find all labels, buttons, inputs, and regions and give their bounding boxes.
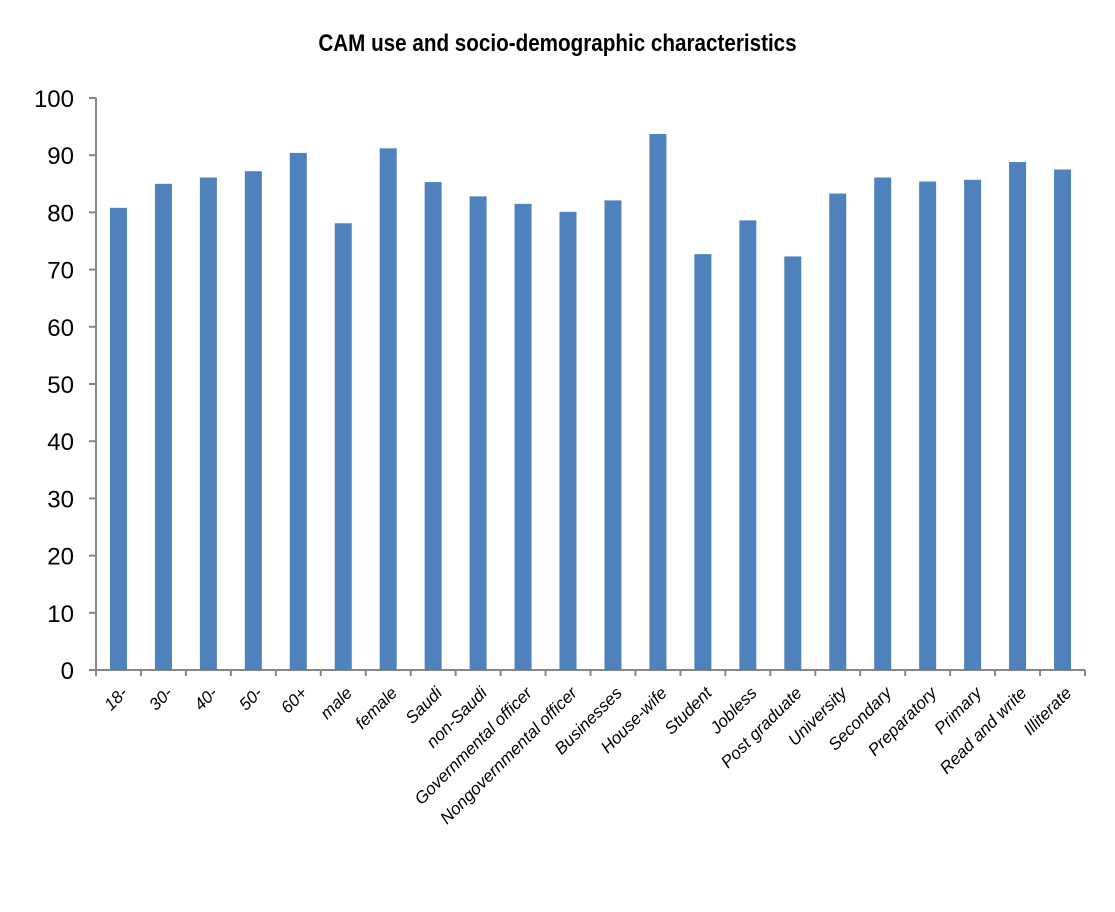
y-tick-label: 90 (47, 143, 74, 170)
y-tick-label: 30 (47, 486, 74, 513)
x-category-label: 18- (100, 683, 131, 714)
bar-nongovernmental-officer (559, 211, 577, 670)
bar-non-saudi (469, 196, 487, 670)
bar-preparatory (919, 181, 937, 670)
x-category-label: 60+ (277, 683, 311, 717)
bar-university (829, 193, 847, 671)
y-tick-label: 40 (47, 429, 74, 456)
y-tick-label: 10 (47, 601, 74, 628)
bar-40 (199, 177, 217, 670)
y-tick-label: 0 (61, 658, 74, 685)
y-tick-label: 100 (34, 86, 74, 113)
bar-60 (289, 152, 307, 671)
bar-female (379, 148, 397, 670)
bar-18 (109, 207, 127, 670)
y-tick-label: 50 (47, 372, 74, 399)
x-category-label: female (352, 683, 402, 733)
y-tick-label: 20 (47, 544, 74, 571)
x-category-label: Student (661, 682, 717, 738)
chart-title: CAM use and socio-demographic characteri… (318, 30, 797, 57)
y-tick-label: 60 (47, 315, 74, 342)
bar-governmental-officer (514, 203, 532, 670)
x-category-label: 30- (145, 683, 176, 714)
bar-50 (244, 171, 262, 670)
bar-post-graduate (784, 256, 802, 670)
bar-illiterate (1054, 169, 1072, 670)
bar-secondary (874, 177, 892, 670)
bar-male (334, 223, 352, 670)
x-category-label: male (317, 683, 356, 722)
x-category-label: 50- (235, 683, 266, 714)
y-tick-label: 70 (47, 258, 74, 285)
y-tick-label: 80 (47, 200, 74, 227)
bar-read-and-write (1009, 162, 1027, 670)
bar-businesses (604, 200, 622, 670)
bar-primary (964, 179, 982, 670)
bar-saudi (424, 182, 442, 671)
bar-student (694, 254, 712, 670)
bar-jobless (739, 220, 757, 670)
bar-30 (154, 183, 172, 671)
x-category-label: 40- (190, 683, 221, 714)
bar-house-wife (649, 134, 667, 670)
x-category-label: Illiterate (1020, 683, 1076, 739)
